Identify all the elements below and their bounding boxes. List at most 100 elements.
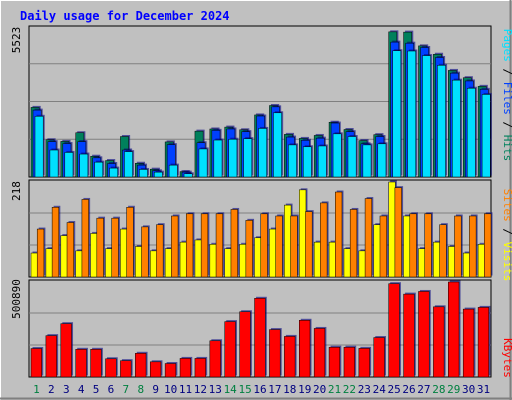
visits-bar: [194, 239, 202, 278]
day-label: 17: [268, 383, 281, 396]
pages-bar: [94, 161, 104, 178]
kbytes-bar: [313, 328, 326, 378]
sites-bar: [111, 217, 119, 278]
day-label: 7: [123, 383, 130, 396]
day-label: 22: [343, 383, 356, 396]
day-label: 29: [447, 383, 460, 396]
chart-title: Daily usage for December 2024: [20, 9, 230, 23]
day-label: 26: [402, 383, 415, 396]
day-label: 14: [224, 383, 238, 396]
visits-bar: [45, 248, 53, 278]
sites-bar: [260, 213, 268, 278]
sites-bar: [379, 215, 387, 278]
day-label: 4: [78, 383, 85, 396]
pages-bar: [34, 116, 44, 178]
pages-bar: [407, 50, 417, 178]
kbytes-bar: [90, 349, 102, 378]
pages-bar: [437, 65, 446, 178]
day-label: 10: [164, 383, 177, 396]
sites-bar: [245, 220, 253, 278]
sites-bar: [484, 213, 492, 278]
sites-bar: [394, 187, 402, 278]
sites-bar: [66, 222, 74, 278]
kbytes-bar: [179, 358, 192, 378]
pages-bar: [64, 152, 74, 178]
pages-bar: [303, 146, 312, 178]
kbytes-bar: [358, 348, 370, 378]
day-label: 21: [328, 383, 341, 396]
visits-bar: [75, 250, 83, 278]
visits-bar: [224, 248, 232, 278]
sites-bar: [335, 191, 343, 278]
pages-bar: [168, 164, 178, 178]
pages-bar: [109, 167, 118, 178]
kbytes-bar: [388, 283, 400, 378]
day-label: 9: [152, 383, 159, 396]
sites-bar: [439, 224, 447, 278]
kbytes-bar: [269, 329, 281, 378]
pages-bar: [273, 112, 282, 178]
visits-bar: [462, 252, 471, 278]
pages-bar: [139, 169, 148, 178]
pages-bar: [422, 55, 431, 178]
sites-bar: [424, 213, 432, 278]
kbytes-bar: [284, 336, 296, 378]
kbytes-bar: [448, 281, 460, 378]
day-label: 31: [477, 383, 490, 396]
visits-bar: [149, 250, 158, 278]
legend-sep-3: /: [501, 222, 512, 242]
sites-bar: [215, 213, 224, 278]
visits-bar: [105, 248, 113, 278]
day-label: 27: [417, 383, 430, 396]
visits-bar: [239, 244, 247, 278]
kbytes-bar: [299, 320, 311, 378]
panel1-max-label: 5523: [10, 27, 23, 54]
pages-bar: [481, 94, 491, 178]
kbytes-bar: [135, 353, 147, 378]
sites-bar: [141, 226, 149, 278]
pages-bar: [332, 133, 342, 178]
visits-bar: [448, 246, 456, 278]
legend-sep-2: /: [501, 115, 512, 135]
kbytes-bar: [164, 363, 177, 378]
visits-bar: [313, 241, 322, 278]
kbytes-bar: [209, 340, 221, 378]
kbytes-bar: [254, 298, 266, 378]
day-label: 30: [462, 383, 475, 396]
kbytes-bar: [239, 311, 251, 378]
legend-sites-visits: Sites / Visits: [501, 189, 512, 282]
sites-bar: [185, 213, 194, 278]
visits-bar: [135, 246, 143, 278]
pages-bar: [124, 151, 133, 178]
pages-bar: [49, 149, 59, 178]
visits-bar: [30, 252, 38, 278]
visits-bar: [254, 237, 262, 278]
pages-bar: [243, 138, 253, 178]
kbytes-bar: [462, 308, 475, 378]
pages-bar: [79, 153, 89, 178]
panel3-max-label: 500890: [10, 279, 23, 319]
kbytes-bar: [45, 335, 57, 378]
kbytes-bar: [403, 293, 415, 378]
sites-bar: [200, 213, 209, 278]
pages-bar: [377, 143, 387, 178]
sites-bar: [36, 228, 45, 278]
kbytes-bar: [343, 346, 355, 378]
sites-bar: [275, 215, 283, 278]
kbytes-bar: [477, 307, 490, 378]
day-label: 6: [108, 383, 115, 396]
pages-bar: [258, 128, 267, 178]
day-label: 23: [358, 383, 371, 396]
kbytes-bar: [328, 346, 341, 378]
kbytes-bar: [149, 361, 162, 378]
day-label: 13: [209, 383, 222, 396]
kbytes-bar: [433, 306, 445, 378]
visits-bar: [433, 241, 441, 278]
visits-bar: [209, 244, 217, 278]
pages-bar: [183, 173, 193, 178]
day-label: 1: [33, 383, 40, 396]
visits-bar: [269, 228, 277, 278]
pages-bar: [288, 144, 297, 178]
kbytes-bar: [373, 337, 385, 378]
legend-sep-1: /: [501, 62, 512, 82]
